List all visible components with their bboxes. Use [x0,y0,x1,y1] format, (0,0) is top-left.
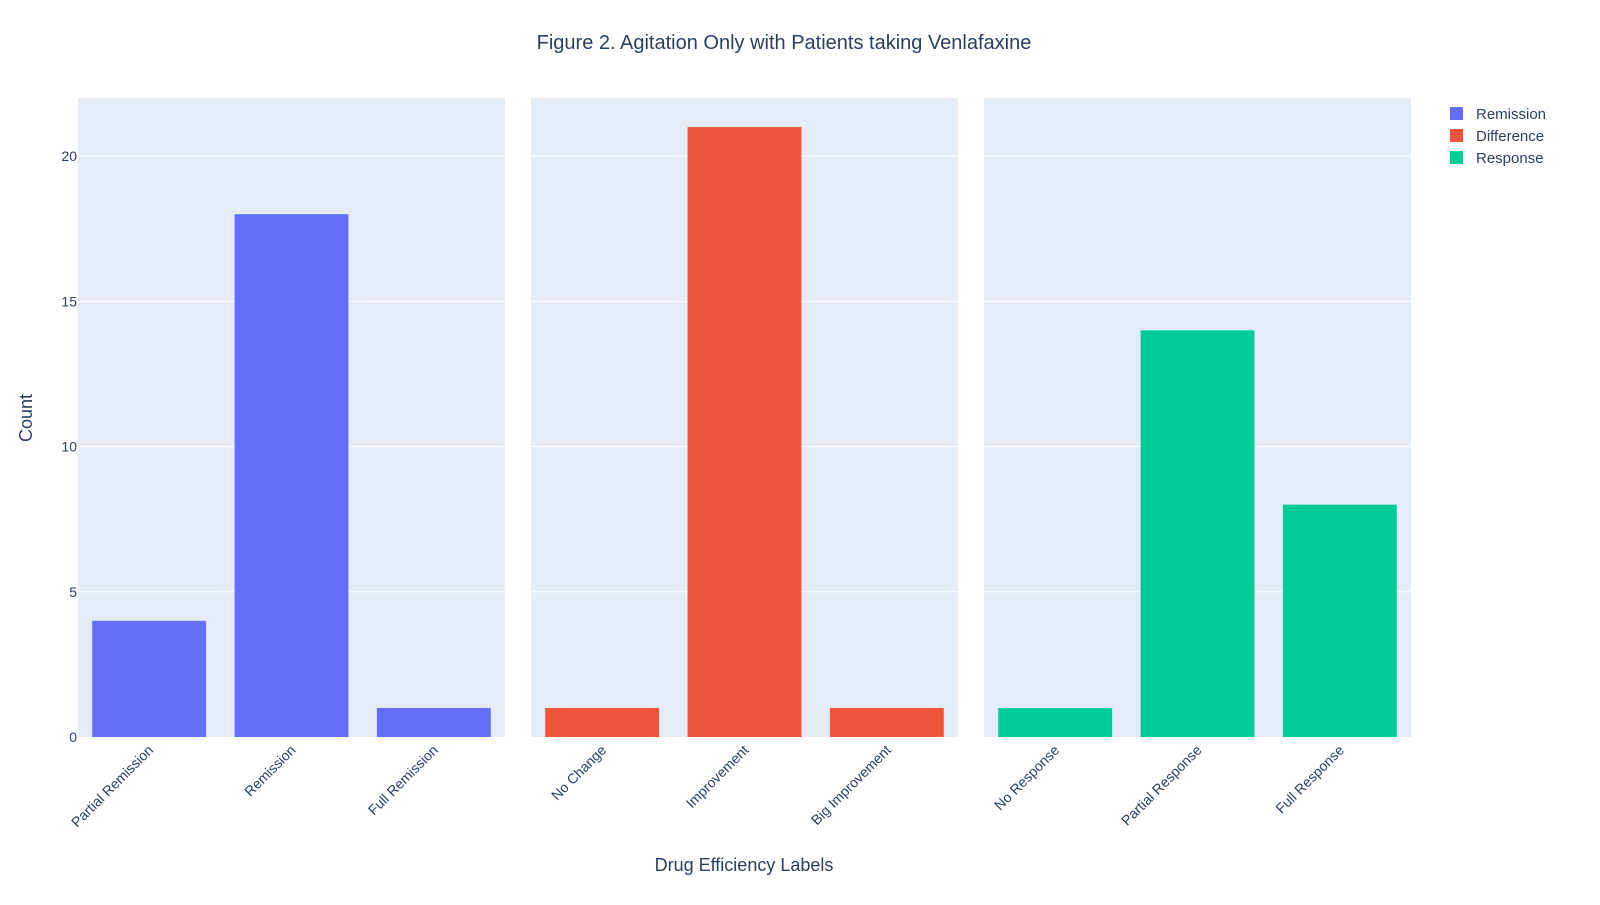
legend-swatch [1450,129,1463,142]
y-tick-label: 20 [61,148,77,164]
y-tick-label: 0 [69,729,77,745]
legend-item-remission[interactable]: Remission [1450,106,1546,123]
x-tick-label: Full Remission [365,742,441,818]
x-tick-label: Improvement [683,742,752,811]
x-tick-label: No Response [991,742,1062,813]
chart-title: Figure 2. Agitation Only with Patients t… [537,32,1032,54]
y-tick-label: 10 [61,439,77,455]
panel-difference: No Change Improvement Big Improvement [531,98,958,828]
bar-remission[interactable] [234,214,349,737]
y-tick-label: 15 [61,293,77,309]
x-tick-label: No Change [548,742,610,804]
bar-no-change[interactable] [545,707,660,737]
x-tick-label: Big Improvement [808,742,894,828]
panel-response: No Response Partial Response Full Response [984,98,1411,829]
x-tick-label: Partial Response [1118,742,1205,829]
legend[interactable]: Remission Difference Response [1450,106,1546,167]
bar-partial-remission[interactable] [92,620,207,737]
x-axis-title: Drug Efficiency Labels [655,855,834,875]
y-axis: 0 5 10 15 20 [61,148,77,745]
bar-improvement[interactable] [687,127,802,737]
bar-big-improvement[interactable] [829,707,944,737]
legend-item-response[interactable]: Response [1450,150,1544,167]
bar-full-response[interactable] [1282,504,1397,737]
bar-partial-response[interactable] [1140,330,1255,737]
y-tick-label: 5 [69,584,77,600]
x-tick-label: Partial Remission [68,742,156,830]
legend-label: Response [1476,150,1544,167]
y-axis-title: Count [16,394,36,442]
x-tick-label: Full Response [1272,742,1347,817]
legend-label: Difference [1476,128,1544,145]
legend-label: Remission [1476,106,1546,123]
panel-remission: Partial Remission Remission Full Remission [68,98,505,830]
x-tick-label: Remission [241,742,299,800]
legend-swatch [1450,107,1463,120]
panels-layer: Partial Remission Remission Full Remission… [68,98,1411,830]
legend-item-difference[interactable]: Difference [1450,128,1544,145]
bar-no-response[interactable] [998,707,1113,737]
bar-full-remission[interactable] [376,707,491,737]
legend-swatch [1450,151,1463,164]
